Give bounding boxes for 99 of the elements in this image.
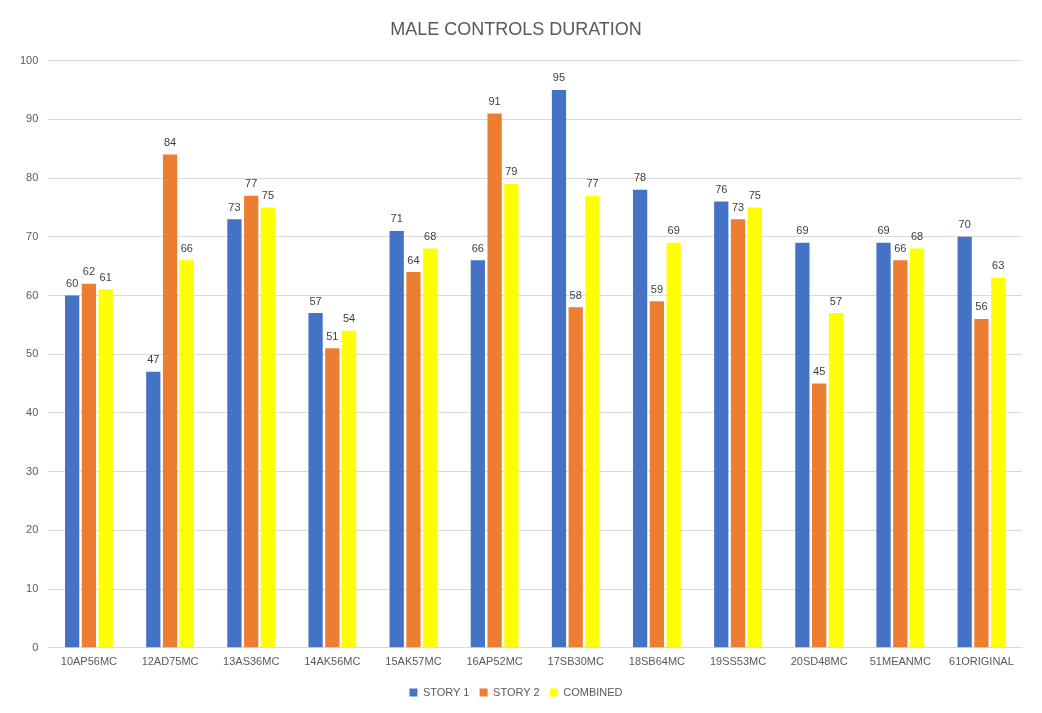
x-tick-label: 14AK56MC: [304, 655, 361, 668]
y-tick-label: 10: [26, 582, 39, 595]
data-label: 57: [829, 294, 843, 307]
data-label: 68: [424, 230, 437, 243]
data-label: 76: [715, 183, 728, 196]
data-label: 68: [910, 230, 924, 243]
data-label: 77: [586, 177, 599, 190]
data-label: 69: [796, 224, 809, 237]
y-tick-label: 0: [32, 640, 39, 653]
x-tick-label: 51MEANMC: [869, 655, 931, 668]
y-tick-label: 40: [26, 405, 39, 418]
bar: [227, 219, 242, 648]
y-tick-label: 70: [26, 229, 39, 242]
x-tick-label: 10AP56MC: [60, 655, 118, 668]
bar: [389, 230, 404, 648]
data-label: 79: [505, 165, 518, 178]
bar: [260, 207, 276, 648]
bar: [828, 313, 844, 648]
data-label: 73: [228, 200, 241, 213]
bar: [568, 307, 583, 648]
bar: [406, 271, 421, 648]
bar: [504, 183, 519, 648]
data-label: 58: [569, 288, 582, 301]
y-tick-label: 80: [26, 171, 39, 184]
bar: [179, 260, 194, 648]
bar: [666, 242, 681, 648]
bar: [893, 260, 908, 648]
bar: [795, 242, 810, 648]
x-tick-label: 61ORIGINAL: [949, 655, 1014, 668]
x-tick-label: 20SD48MC: [790, 655, 848, 668]
data-label: 57: [309, 294, 322, 307]
data-label: 54: [342, 312, 356, 325]
data-label: 62: [82, 265, 96, 278]
data-label: 78: [633, 171, 647, 184]
x-tick-label: 13AS36MC: [223, 655, 280, 668]
data-label: 47: [147, 353, 160, 366]
bar: [341, 330, 357, 648]
x-tick-label: 17SB30MC: [547, 655, 604, 668]
bar: [649, 301, 665, 648]
data-label: 75: [261, 188, 275, 201]
bar: [991, 277, 1006, 648]
data-label: 69: [667, 224, 680, 237]
bar: [747, 207, 762, 648]
legend-label: STORY 1: [422, 685, 470, 698]
x-tick-label: 16AP52MC: [466, 655, 523, 668]
data-label: 70: [958, 218, 971, 231]
data-label: 71: [390, 212, 403, 225]
data-label: 66: [894, 241, 907, 254]
data-label: 51: [326, 329, 339, 342]
x-tick-label: 19SS53MC: [709, 655, 767, 668]
bar: [308, 313, 323, 648]
bar: [65, 295, 80, 648]
data-label: 59: [650, 282, 664, 295]
data-label: 73: [731, 200, 745, 213]
bar: [632, 189, 648, 648]
data-label: 56: [975, 300, 988, 313]
data-label: 95: [552, 71, 566, 84]
chart-title: MALE CONTROLS DURATION: [390, 18, 642, 39]
legend-label: STORY 2: [493, 685, 540, 698]
bar: [812, 383, 827, 648]
bar: [876, 242, 891, 648]
x-tick-label: 12AD75MC: [141, 655, 199, 668]
data-label: 77: [245, 177, 258, 190]
bar: [957, 236, 972, 648]
data-label: 75: [748, 188, 761, 201]
data-label: 45: [813, 365, 826, 378]
legend-label: COMBINED: [563, 685, 623, 698]
y-tick-label: 60: [26, 288, 39, 301]
data-label: 84: [163, 136, 177, 149]
y-tick-label: 100: [19, 53, 39, 66]
data-label: 69: [877, 224, 890, 237]
data-label: 66: [180, 241, 193, 254]
bar: [470, 260, 485, 648]
y-tick-label: 20: [26, 523, 39, 536]
bar: [98, 289, 113, 648]
bar: [146, 371, 161, 648]
bar: [423, 248, 438, 648]
x-tick-label: 15AK57MC: [385, 655, 442, 668]
bar: [325, 348, 340, 648]
x-tick-label: 18SB64MC: [628, 655, 686, 668]
bar: [487, 113, 502, 648]
bar: [162, 154, 178, 648]
bar: [81, 283, 97, 648]
data-label: 63: [992, 259, 1005, 272]
bar: [974, 318, 989, 648]
y-tick-label: 30: [26, 464, 39, 477]
data-label: 60: [66, 277, 79, 290]
bar: [909, 248, 925, 648]
bar: [730, 219, 746, 648]
data-label: 66: [471, 241, 484, 254]
bar: [244, 195, 259, 648]
data-label: 91: [488, 94, 501, 107]
bar: [585, 195, 600, 648]
bar: [714, 201, 729, 648]
y-tick-label: 50: [26, 347, 39, 360]
data-label: 64: [407, 253, 420, 266]
bar: [551, 89, 567, 648]
y-tick-label: 90: [26, 112, 39, 125]
data-label: 61: [99, 271, 112, 284]
